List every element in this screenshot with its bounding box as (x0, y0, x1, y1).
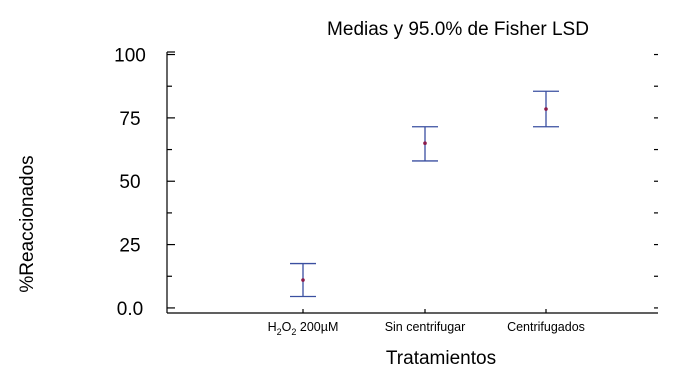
y-tick-label: 0.0 (117, 299, 143, 320)
y-axis-title: %Reaccionados (17, 155, 38, 292)
x-tick-label: H2O2 200µM (268, 320, 339, 337)
chart-title: Medias y 95.0% de Fisher LSD (327, 19, 589, 40)
mean-point (423, 141, 427, 146)
mean-point (301, 278, 305, 282)
y-tick-label: 75 (119, 109, 140, 130)
x-axis-title: Tratamientos (386, 348, 496, 369)
plot-area: 0.0 25 50 75 100 H2O2 200µM Sin centrifugar Cen… (114, 46, 658, 337)
x-tick-label: Sin centrifugar (385, 320, 466, 334)
mean-point (544, 107, 548, 111)
y-tick-label: 25 (119, 236, 140, 257)
y-tick-label: 50 (119, 172, 140, 193)
x-tick-label: Centrifugados (507, 320, 585, 334)
y-tick-label: 100 (114, 46, 146, 67)
